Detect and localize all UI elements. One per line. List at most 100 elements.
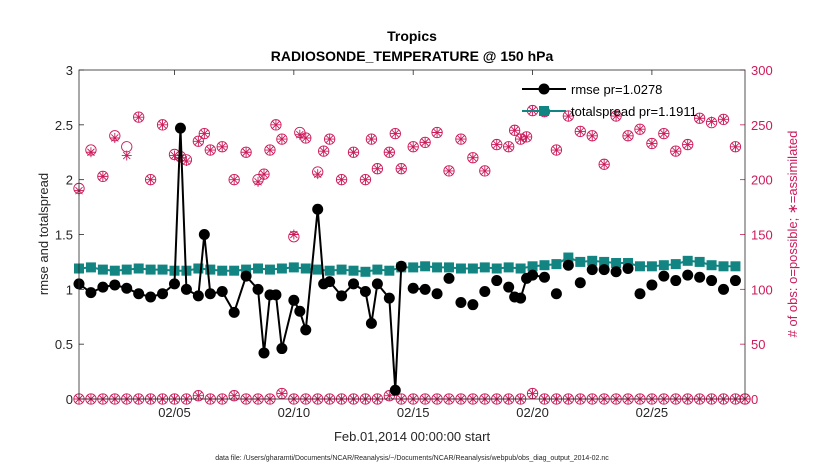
obs-possible-marker xyxy=(300,132,312,144)
obs-assimilated-marker-stroke xyxy=(599,159,610,170)
obs-possible-marker xyxy=(622,130,634,142)
spread-marker xyxy=(587,255,598,266)
obs-assimilated-marker xyxy=(599,159,610,170)
spread-marker xyxy=(360,266,371,277)
obs-assimilated-marker xyxy=(294,129,305,140)
spread-marker xyxy=(133,263,144,274)
rmse-marker xyxy=(527,269,539,281)
obs-assimilated-marker xyxy=(318,146,329,157)
rmse-marker xyxy=(324,276,336,288)
rmse-marker xyxy=(228,306,240,318)
obs-possible-marker xyxy=(323,133,336,145)
spread-marker xyxy=(563,252,574,263)
rmse-marker xyxy=(443,272,455,284)
obs-possible-marker xyxy=(514,133,527,145)
obs-possible-marker xyxy=(693,112,706,124)
obs-assimilated-marker-stroke xyxy=(444,165,454,176)
spread-marker xyxy=(682,255,693,266)
obs-assimilated-marker xyxy=(455,134,466,145)
obs-possible-marker xyxy=(443,165,455,177)
rmse-marker xyxy=(431,288,443,300)
obs-possible-marker xyxy=(228,174,240,186)
obs-assimilated-marker xyxy=(366,134,377,145)
obs-assimilated-marker-stroke xyxy=(491,139,502,150)
rmse-marker xyxy=(383,292,395,304)
obs-possible-marker xyxy=(574,125,586,138)
obs-possible-marker xyxy=(491,138,503,151)
obs-assimilated-marker-stroke xyxy=(455,134,466,145)
obs-assimilated-marker-stroke xyxy=(623,130,634,141)
obs-possible-marker xyxy=(634,123,646,135)
footnote: data file: /Users/gharamti/Documents/NCA… xyxy=(215,455,609,462)
obs-assimilated-marker-stroke xyxy=(259,169,269,180)
spread-marker xyxy=(324,265,335,276)
obs-possible-marker xyxy=(419,136,431,149)
rmse-marker xyxy=(515,292,527,304)
obs-assimilated-marker-stroke xyxy=(318,146,329,157)
obs-assimilated-marker-stroke xyxy=(133,112,144,123)
chart-title: Tropics xyxy=(387,28,437,44)
obs-possible-marker xyxy=(276,133,288,145)
rmse-marker xyxy=(479,286,491,298)
obs-assimilated-marker xyxy=(97,171,108,182)
spread-marker xyxy=(706,260,717,271)
obs-assimilated-marker-stroke xyxy=(390,128,401,139)
obs-possible-marker xyxy=(383,146,395,158)
rmse-marker xyxy=(157,288,169,300)
rmse-marker xyxy=(109,279,121,291)
rmse-marker xyxy=(419,283,431,295)
spread-marker xyxy=(276,263,287,274)
obs-assimilated-marker xyxy=(718,114,729,125)
obs-possible-marker xyxy=(562,110,575,122)
spread-marker xyxy=(312,264,323,275)
x-axis-label: Feb.01,2014 00:00:00 start xyxy=(334,429,491,444)
obs-assimilated-marker xyxy=(270,119,281,130)
rmse-marker xyxy=(121,282,133,294)
obs-assimilated-marker xyxy=(682,139,693,150)
obs-assimilated-marker-stroke xyxy=(396,163,407,174)
obs-possible-marker xyxy=(371,163,384,175)
obs-possible-marker xyxy=(240,146,252,158)
y-tick-label: 2.5 xyxy=(55,118,73,133)
obs-possible-marker xyxy=(467,152,479,164)
obs-assimilated-marker-stroke xyxy=(372,163,383,174)
obs-assimilated-marker xyxy=(241,147,252,158)
rmse-marker xyxy=(371,278,383,290)
spread-marker xyxy=(670,259,681,270)
spread-marker xyxy=(372,264,383,275)
obs-assimilated-marker-stroke xyxy=(85,147,96,158)
obs-possible-marker xyxy=(383,390,395,402)
obs-possible-marker xyxy=(520,131,533,143)
obs-assimilated-marker-stroke xyxy=(563,111,574,122)
obs-possible-marker xyxy=(610,110,622,122)
obs-assimilated-marker-stroke xyxy=(360,174,371,185)
y-tick-label: 3 xyxy=(66,63,73,78)
rmse-marker xyxy=(312,203,324,215)
obs-assimilated-marker xyxy=(288,229,299,240)
obs-assimilated-marker xyxy=(205,145,216,156)
obs-assimilated-marker xyxy=(133,112,144,123)
obs-assimilated-marker xyxy=(324,134,335,145)
obs-possible-marker xyxy=(729,141,742,153)
rmse-marker xyxy=(658,270,670,282)
spread-marker xyxy=(503,262,514,273)
obs-assimilated-marker-stroke xyxy=(205,145,216,156)
obs-assimilated-marker xyxy=(300,132,311,143)
obs-possible-marker xyxy=(508,124,521,136)
legend-rmse-marker xyxy=(538,83,550,95)
obs-possible-marker xyxy=(407,141,419,153)
x-tick-label: 02/05 xyxy=(158,405,191,420)
spread-marker xyxy=(241,264,252,275)
obs-assimilated-marker-stroke xyxy=(253,176,264,187)
spread-marker xyxy=(121,264,132,275)
obs-assimilated-marker xyxy=(181,156,192,167)
obs-assimilated-marker xyxy=(372,163,383,174)
rmse-marker xyxy=(610,266,622,278)
rmse-marker xyxy=(294,305,306,317)
y2-tick-label: 100 xyxy=(751,282,773,297)
obs-assimilated-marker-stroke xyxy=(336,174,347,185)
obs-assimilated-marker-stroke xyxy=(515,134,526,145)
obs-assimilated-marker xyxy=(551,145,562,156)
plot-frame xyxy=(78,69,746,400)
obs-possible-marker xyxy=(228,390,240,402)
